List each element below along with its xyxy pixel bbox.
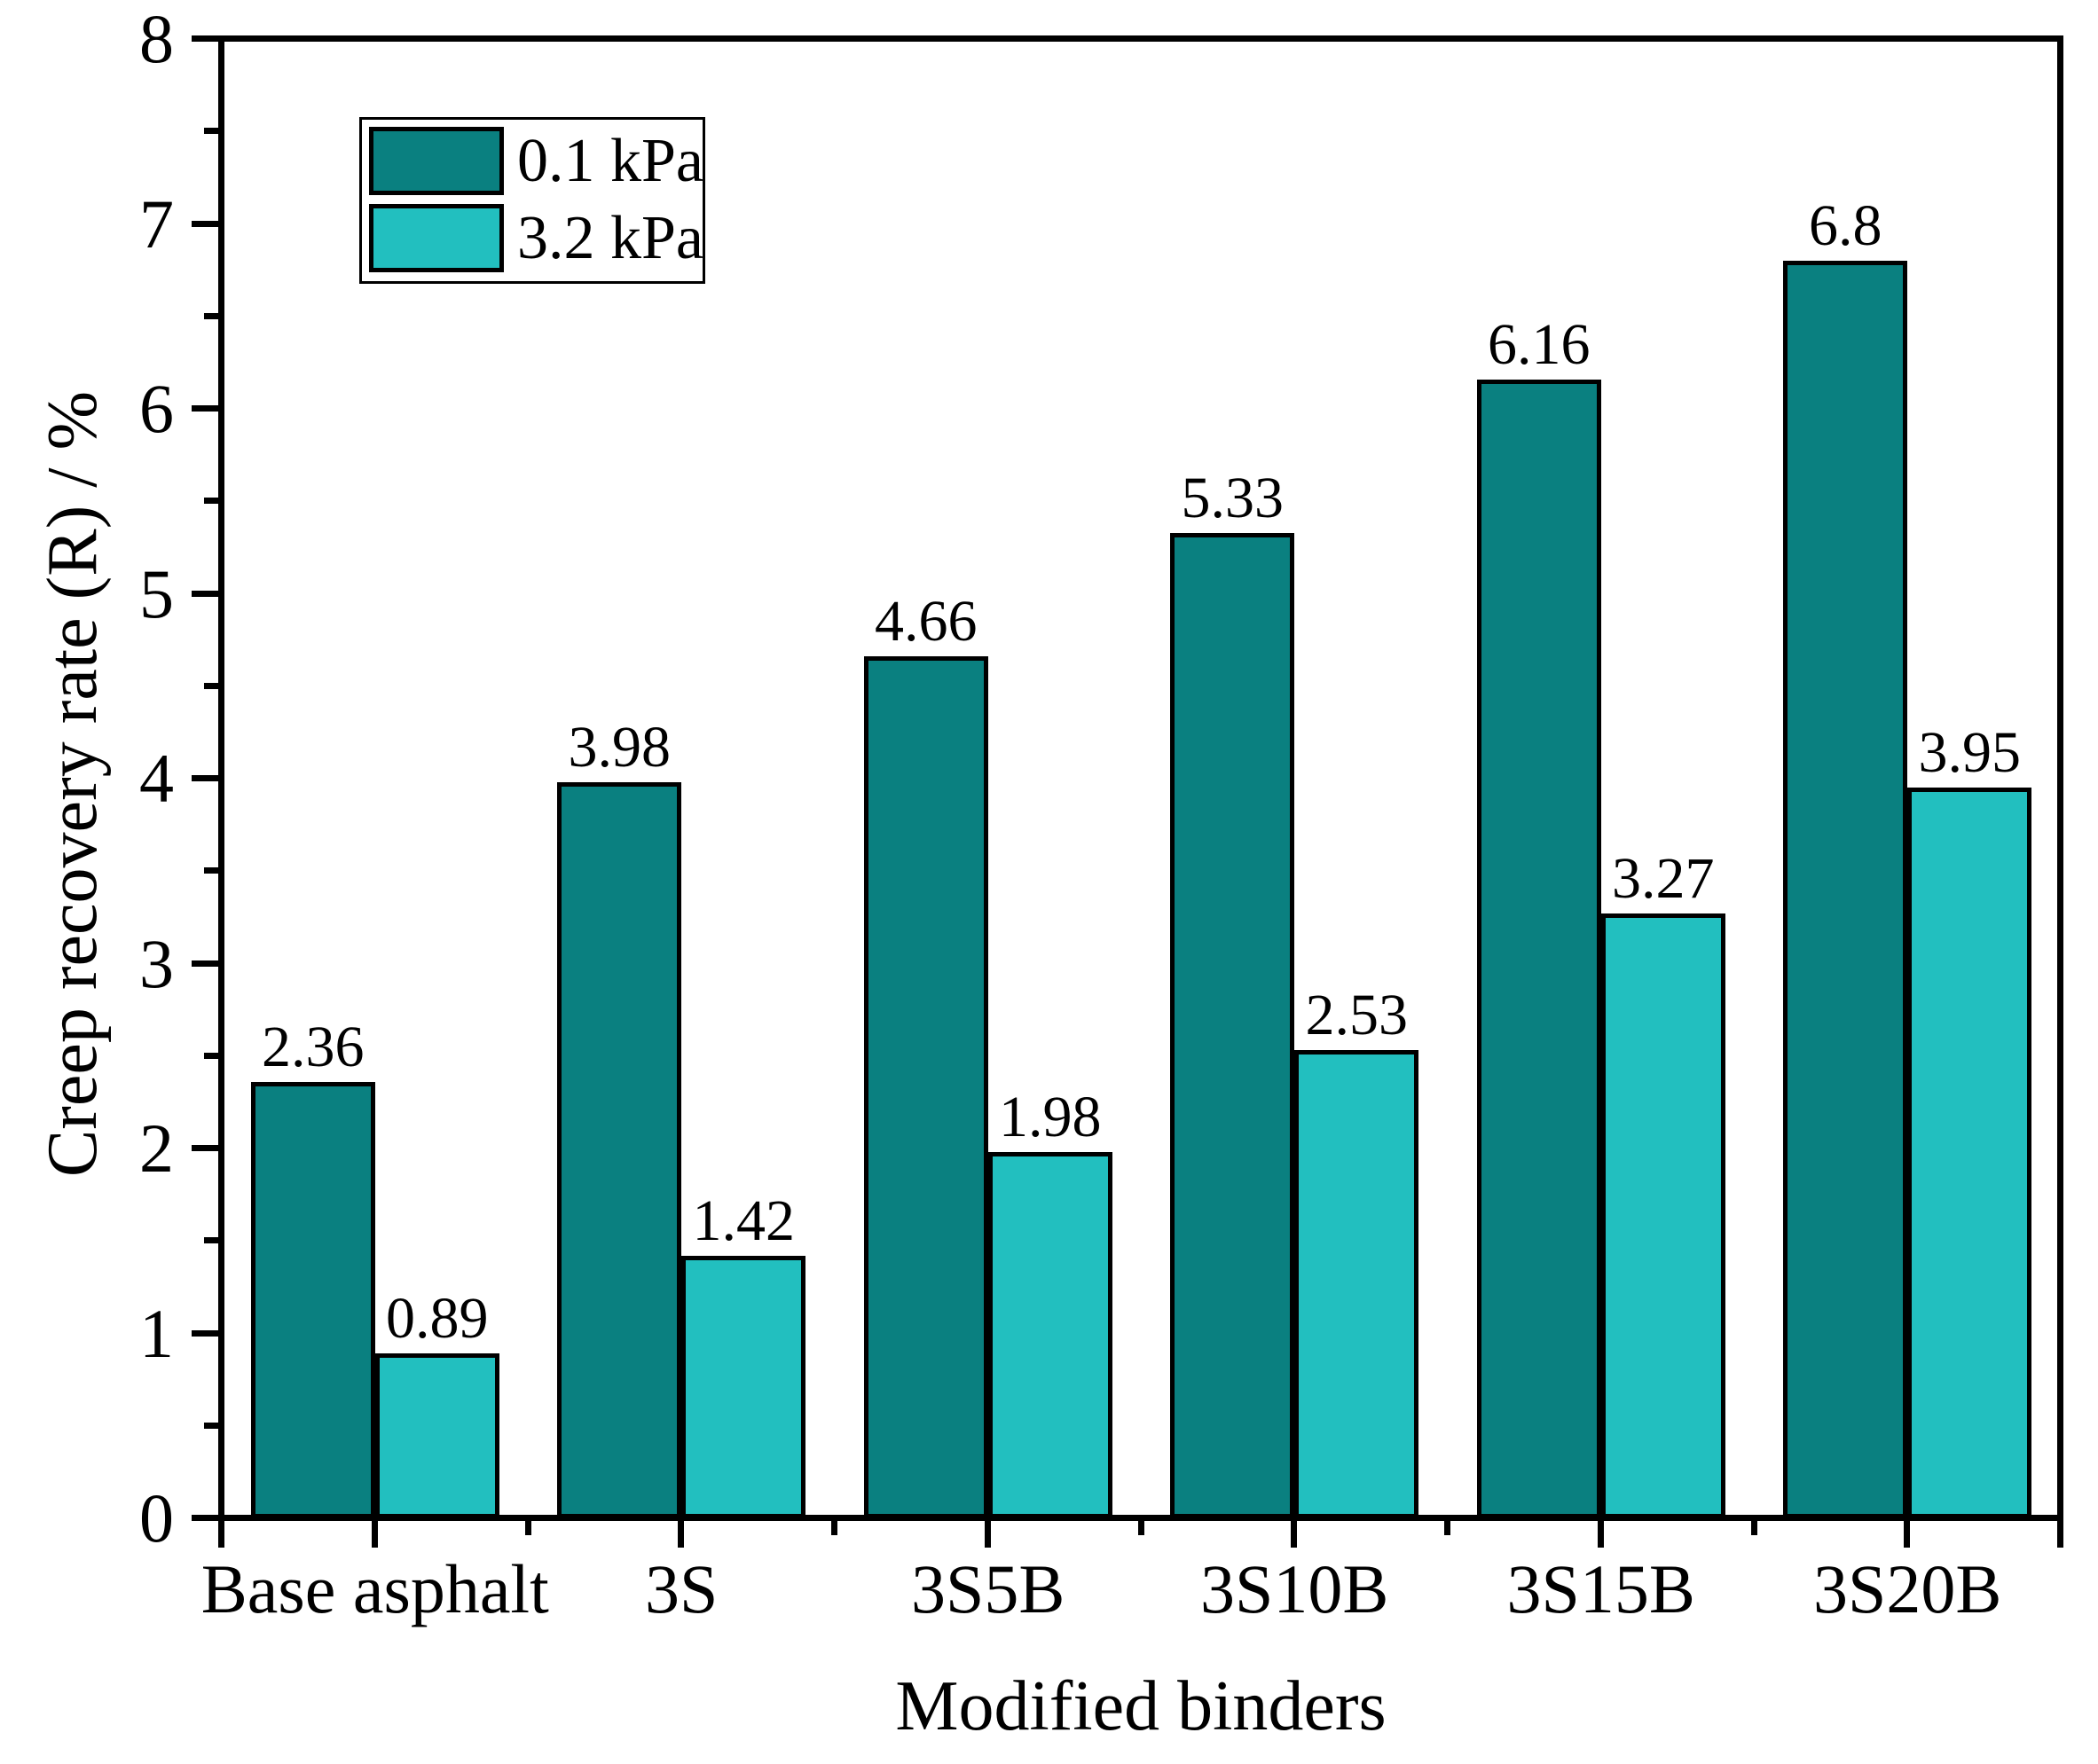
bar-3.2-kPa-3S (681, 1255, 806, 1518)
y-major-tick (192, 220, 218, 227)
x-minor-tick (831, 1521, 837, 1535)
bar-value-label: 1.42 (692, 1188, 796, 1253)
bar-value-label: 1.98 (999, 1085, 1102, 1150)
x-category-label: 3S5B (911, 1550, 1065, 1627)
x-edge-tick (2057, 1521, 2063, 1548)
legend-swatch-0.1-kPa (369, 127, 504, 195)
y-tick-label: 1 (139, 1294, 174, 1372)
x-major-tick (678, 1521, 685, 1548)
x-minor-tick (1444, 1521, 1450, 1535)
bar-0.1-kPa-Base-asphalt (250, 1081, 375, 1518)
bar-3.2-kPa-Base-asphalt (374, 1353, 499, 1518)
y-minor-tick (204, 867, 218, 874)
y-tick-label: 7 (139, 184, 174, 263)
legend-swatch-3.2-kPa (369, 204, 504, 272)
bar-0.1-kPa-3S20B (1783, 261, 1908, 1518)
y-minor-tick (204, 1422, 218, 1429)
bar-value-label: 6.8 (1809, 193, 1882, 259)
x-major-tick (371, 1521, 378, 1548)
y-axis-title: Creep recovery rate (R) / % (34, 390, 112, 1178)
y-major-tick (192, 960, 218, 967)
y-tick-label: 2 (139, 1109, 174, 1187)
bar-value-label: 2.53 (1305, 983, 1409, 1048)
bar-0.1-kPa-3S5B (863, 656, 988, 1518)
y-tick-label: 0 (139, 1479, 174, 1556)
x-major-tick (1904, 1521, 1911, 1548)
x-major-tick (984, 1521, 991, 1548)
bar-value-label: 2.36 (262, 1014, 365, 1079)
y-tick-label: 3 (139, 924, 174, 1002)
legend: 0.1 kPa 3.2 kPa (359, 117, 705, 284)
x-category-label: Base asphalt (200, 1550, 549, 1627)
y-major-tick (192, 1329, 218, 1337)
y-tick-label: 8 (139, 0, 174, 77)
legend-label: 0.1 kPa (517, 127, 703, 195)
x-category-label: 3S20B (1813, 1550, 2002, 1627)
x-category-label: 3S10B (1200, 1550, 1389, 1627)
bar-value-label: 4.66 (875, 589, 978, 655)
bar-value-label: 3.95 (1918, 720, 2022, 786)
x-axis-title: Modified binders (895, 1667, 1387, 1745)
bar-value-label: 6.16 (1488, 311, 1591, 377)
y-major-tick (192, 35, 218, 42)
y-minor-tick (204, 1052, 218, 1059)
bar-0.1-kPa-3S10B (1170, 532, 1295, 1518)
bar-value-label: 3.98 (568, 715, 672, 780)
y-major-tick (192, 590, 218, 597)
bar-3.2-kPa-3S5B (987, 1152, 1112, 1518)
y-tick-label: 6 (139, 370, 174, 447)
bar-value-label: 0.89 (386, 1286, 489, 1352)
y-minor-tick (204, 128, 218, 135)
x-category-label: 3S15B (1506, 1550, 1695, 1627)
y-major-tick (192, 775, 218, 781)
bar-3.2-kPa-3S10B (1294, 1050, 1419, 1518)
x-minor-tick (1750, 1521, 1757, 1535)
bar-0.1-kPa-3S (557, 782, 682, 1518)
x-minor-tick (524, 1521, 531, 1535)
x-major-tick (1597, 1521, 1604, 1548)
bar-3.2-kPa-3S15B (1600, 913, 1725, 1518)
y-minor-tick (204, 1237, 218, 1244)
y-major-tick (192, 1515, 218, 1521)
y-minor-tick (204, 312, 218, 319)
y-minor-tick (204, 682, 218, 689)
y-minor-tick (204, 498, 218, 505)
bar-value-label: 5.33 (1181, 465, 1285, 530)
x-edge-tick (218, 1521, 224, 1548)
y-tick-label: 5 (139, 554, 174, 632)
bar-0.1-kPa-3S15B (1476, 379, 1601, 1518)
x-category-label: 3S (645, 1550, 719, 1627)
x-minor-tick (1137, 1521, 1144, 1535)
legend-label: 3.2 kPa (517, 204, 703, 272)
y-tick-label: 4 (139, 740, 174, 817)
y-major-tick (192, 405, 218, 412)
x-major-tick (1291, 1521, 1298, 1548)
bar-3.2-kPa-3S20B (1907, 788, 2032, 1518)
bar-value-label: 3.27 (1612, 846, 1715, 912)
y-major-tick (192, 1145, 218, 1151)
